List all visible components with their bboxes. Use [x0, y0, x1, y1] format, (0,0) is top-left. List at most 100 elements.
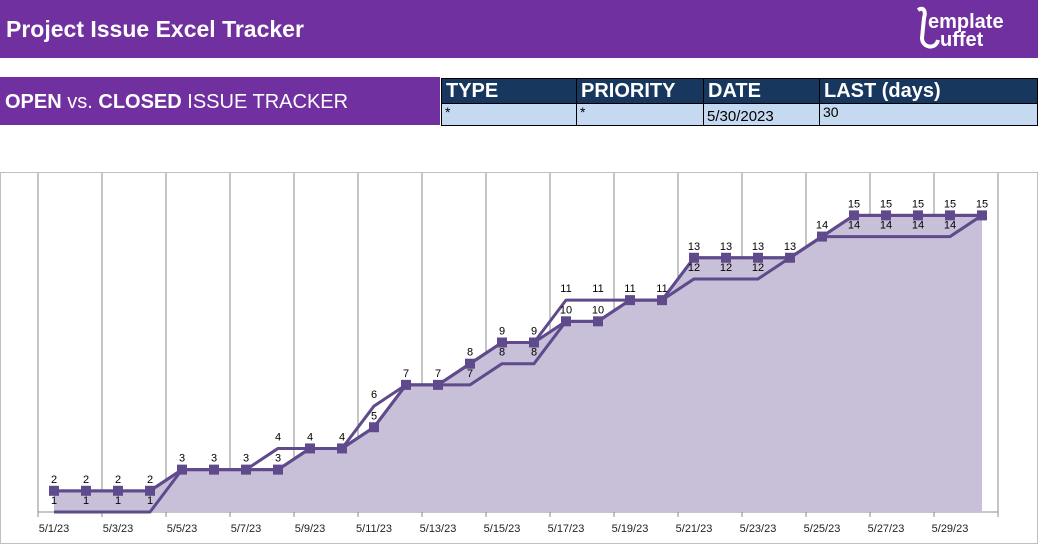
- data-label: 12: [720, 262, 732, 274]
- data-label: 10: [592, 304, 604, 316]
- data-label: 2: [51, 474, 57, 486]
- filter-table: TYPE PRIORITY DATE LAST (days) * * 5/30/…: [441, 78, 1038, 126]
- data-label: 3: [275, 453, 281, 465]
- data-label: 14: [848, 220, 860, 232]
- data-label: 15: [848, 198, 860, 210]
- data-label: 8: [531, 347, 537, 359]
- open-closed-chart: 2 1 2 1 2 1 2 1 3 3 3 4 3 4 4 6 5 7 7 8 7 9 8 9 8 11 10 11 10 11 11 13 1…: [0, 172, 1038, 544]
- data-label: 14: [912, 220, 924, 232]
- data-marker: [625, 295, 635, 306]
- data-label: 11: [656, 283, 667, 295]
- data-label: 3: [179, 453, 185, 465]
- data-label: 8: [467, 347, 473, 359]
- data-marker: [113, 485, 123, 496]
- data-marker: [497, 337, 507, 348]
- x-tick-label: 5/5/23: [167, 523, 198, 535]
- x-tick-label: 5/19/23: [612, 523, 649, 535]
- data-label: 13: [688, 241, 700, 253]
- tracker-heading: OPEN vs. CLOSED ISSUE TRACKER: [0, 77, 440, 125]
- data-label: 5: [371, 410, 377, 422]
- data-label: 11: [592, 283, 603, 295]
- data-label: 10: [560, 304, 572, 316]
- data-label: 7: [467, 368, 473, 380]
- data-label: 14: [880, 220, 892, 232]
- x-tick-label: 5/9/23: [295, 523, 326, 535]
- data-marker: [305, 443, 315, 454]
- last-days-input[interactable]: 30: [819, 103, 1038, 126]
- data-label: 14: [816, 220, 828, 232]
- data-marker: [145, 485, 155, 496]
- data-label: 6: [371, 389, 377, 401]
- date-header: DATE: [703, 78, 820, 104]
- type-input[interactable]: *: [441, 103, 577, 126]
- data-marker: [945, 210, 955, 221]
- data-marker: [657, 295, 667, 306]
- data-marker: [209, 464, 219, 475]
- x-tick-label: 5/1/23: [39, 523, 70, 535]
- data-label: 11: [624, 283, 635, 295]
- data-label: 4: [275, 431, 281, 443]
- data-label: 7: [403, 368, 409, 380]
- data-marker: [977, 210, 987, 221]
- x-tick-label: 5/3/23: [103, 523, 134, 535]
- data-marker: [337, 443, 347, 454]
- data-marker: [177, 464, 187, 475]
- data-label: 8: [499, 347, 505, 359]
- data-label: 9: [531, 326, 537, 338]
- data-label: 13: [752, 241, 764, 253]
- data-label: 2: [147, 474, 153, 486]
- data-marker: [273, 464, 283, 475]
- data-label: 9: [499, 326, 505, 338]
- data-label: 3: [211, 453, 217, 465]
- data-marker: [785, 252, 795, 263]
- data-label: 1: [115, 495, 121, 507]
- data-label: 11: [560, 283, 571, 295]
- closed-label: CLOSED: [98, 91, 182, 113]
- data-marker: [753, 252, 763, 263]
- data-label: 15: [944, 198, 956, 210]
- page-title: Project Issue Excel Tracker: [6, 16, 304, 42]
- data-marker: [913, 210, 923, 221]
- x-tick-label: 5/29/23: [932, 523, 969, 535]
- data-label: 1: [51, 495, 57, 507]
- data-marker: [561, 316, 571, 327]
- x-tick-label: 5/23/23: [740, 523, 777, 535]
- data-marker: [49, 485, 59, 496]
- data-marker: [433, 379, 443, 390]
- issue-tracker-label: ISSUE TRACKER: [187, 91, 349, 113]
- data-label: 2: [115, 474, 121, 486]
- data-label: 7: [435, 368, 441, 380]
- data-marker: [881, 210, 891, 221]
- data-label: 15: [976, 198, 988, 210]
- data-label: 2: [83, 474, 89, 486]
- data-marker: [369, 422, 379, 433]
- type-header: TYPE: [441, 78, 577, 104]
- data-label: 3: [243, 453, 249, 465]
- last-days-header: LAST (days): [819, 78, 1038, 104]
- x-tick-label: 5/21/23: [676, 523, 713, 535]
- data-label: 4: [307, 431, 313, 443]
- data-label: 13: [784, 241, 796, 253]
- x-tick-label: 5/7/23: [231, 523, 262, 535]
- series-line-2: [54, 214, 983, 514]
- data-label: 12: [752, 262, 764, 274]
- data-marker: [529, 337, 539, 348]
- template-buffet-logo: emplate uffet: [910, 4, 1030, 52]
- data-label: 13: [720, 241, 732, 253]
- x-tick-label: 5/27/23: [868, 523, 905, 535]
- data-marker: [849, 210, 859, 221]
- x-tick-label: 5/13/23: [420, 523, 457, 535]
- data-label: 1: [147, 495, 153, 507]
- header-bar: Project Issue Excel Tracker emplate uffe…: [0, 0, 1038, 58]
- priority-input[interactable]: *: [576, 103, 704, 126]
- date-input[interactable]: 5/30/2023: [703, 103, 820, 126]
- open-label: OPEN: [5, 91, 62, 113]
- priority-header: PRIORITY: [576, 78, 704, 104]
- data-label: 1: [83, 495, 89, 507]
- x-tick-label: 5/17/23: [548, 523, 585, 535]
- data-label: 14: [944, 220, 956, 232]
- data-marker: [81, 485, 91, 496]
- data-marker: [401, 379, 411, 390]
- data-label: 15: [912, 198, 924, 210]
